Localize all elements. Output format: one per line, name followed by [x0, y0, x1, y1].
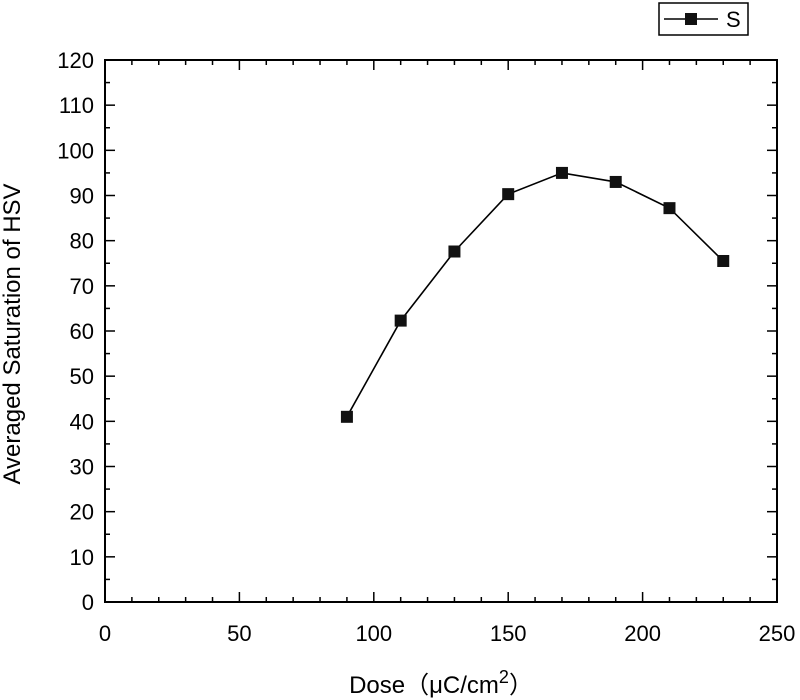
data-point: [609, 175, 622, 188]
y-tick-label: 110: [59, 93, 94, 118]
x-tick-label: 150: [490, 621, 527, 646]
data-point: [394, 314, 407, 327]
major-ticks: [104, 59, 778, 603]
series-line-S: [346, 172, 724, 418]
data-point: [448, 245, 461, 258]
x-axis-title: Dose（μC/cm2）: [349, 667, 533, 699]
legend-marker: [685, 13, 697, 25]
y-tick-label: 90: [70, 184, 94, 209]
x-axis-title-close: ）: [509, 672, 533, 699]
x-tick-label: 50: [227, 621, 251, 646]
y-tick-label: 60: [70, 319, 94, 344]
y-tick-label: 10: [70, 545, 94, 570]
data-point: [502, 188, 515, 201]
data-point: [555, 166, 568, 179]
x-tick-label: 100: [355, 621, 392, 646]
x-tick-label: 0: [99, 621, 111, 646]
x-tick-label: 250: [759, 621, 796, 646]
data-point: [717, 254, 730, 267]
data-point: [340, 410, 353, 423]
y-tick-label: 70: [70, 274, 94, 299]
legend: S: [658, 2, 749, 36]
y-tick-label: 40: [70, 409, 94, 434]
plot-frame: [104, 59, 778, 603]
y-tick-label: 80: [70, 229, 94, 254]
x-tick-label: 200: [624, 621, 661, 646]
legend-label: S: [726, 7, 741, 32]
y-tick-label: 0: [82, 590, 94, 615]
y-tick-label: 20: [70, 500, 94, 525]
y-axis-title: Averaged Saturation of HSV: [0, 183, 26, 484]
y-tick-label: 120: [57, 48, 94, 73]
x-axis-title-main: Dose（μC/cm: [349, 672, 499, 699]
data-point: [663, 202, 676, 215]
y-tick-label: 50: [70, 364, 94, 389]
minor-ticks: [105, 60, 777, 602]
y-tick-label: 30: [70, 455, 94, 480]
x-axis-title-superscript: 2: [499, 667, 509, 687]
y-tick-label: 100: [57, 138, 94, 163]
series-group: [340, 166, 730, 423]
tick-labels: 0 50 100 150 200 250 0 10 20 30 40 50 60 70 80 90 100 110…: [57, 48, 795, 646]
